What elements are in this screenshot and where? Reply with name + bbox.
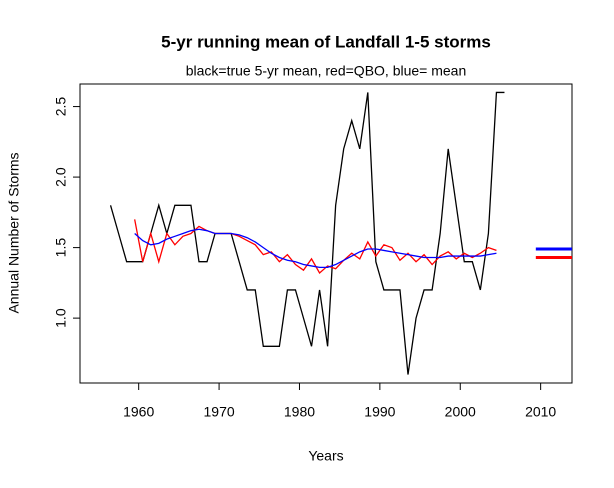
chart-subtitle: black=true 5-yr mean, red=QBO, blue= mea… [186, 63, 467, 79]
x-tick-label: 1980 [284, 404, 315, 420]
y-tick-label: 1.5 [53, 238, 69, 258]
plot-frame [79, 83, 573, 384]
x-tick-label: 1970 [204, 404, 235, 420]
series-line [134, 228, 497, 268]
chart-title: 5-yr running mean of Landfall 1-5 storms [161, 32, 491, 51]
x-axis-label: Years [308, 448, 343, 464]
y-tick-label: 2.0 [53, 167, 69, 187]
series-line [109, 91, 505, 375]
y-tick-label: 2.5 [53, 97, 69, 117]
x-tick-label: 2000 [445, 404, 476, 420]
y-tick-label: 1.0 [53, 308, 69, 328]
series-line [134, 219, 497, 275]
x-tick-label: 2010 [525, 404, 556, 420]
x-tick-label: 1990 [364, 404, 395, 420]
y-axis-label: Annual Number of Storms [6, 152, 22, 313]
x-tick-label: 1960 [123, 404, 154, 420]
